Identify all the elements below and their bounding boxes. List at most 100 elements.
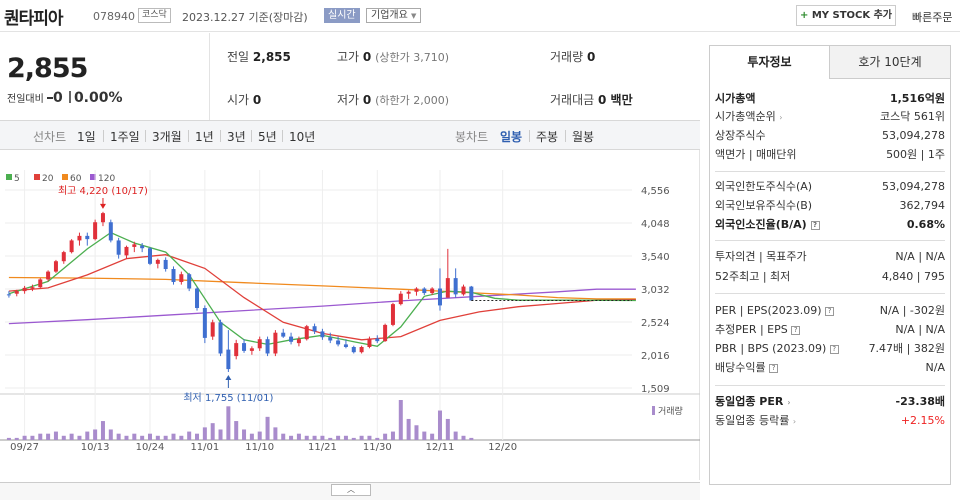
volume-bar	[234, 421, 239, 440]
candle-monthly[interactable]: 월봉	[572, 130, 595, 144]
volume-bar	[163, 435, 168, 440]
company-overview-dropdown[interactable]: 기업개요 ▼	[366, 8, 422, 23]
volume-bar	[273, 427, 278, 440]
info-row: PBR | BPS (2023.09) ? 7.47배 | 382원	[715, 340, 945, 358]
foreign-hold-label: 외국인보유주식수(B)	[715, 199, 813, 212]
amount-value: 0 백만	[598, 93, 633, 107]
prev-close-label: 전일	[227, 50, 250, 64]
x-tick-label: 11/30	[363, 442, 392, 453]
volume-bar	[398, 400, 403, 440]
candle-body	[249, 348, 254, 351]
chart-period-bar: 선차트 1일 1주일 3개월 1년 3년 5년 10년 봉차트 일봉 주봉 월봉	[0, 120, 700, 150]
divider	[565, 130, 566, 142]
add-my-stock-button[interactable]: + MY STOCK 추가	[796, 5, 896, 26]
period-10y[interactable]: 10년	[289, 130, 316, 144]
change-rate: 0.00%	[73, 90, 123, 106]
candle-body	[30, 287, 35, 289]
candle-body	[195, 288, 200, 309]
stock-header: 퀀타피아 078940 코스닥 2023.12.27 기준(장마감) 실시간 기…	[0, 0, 960, 32]
volume-bar	[124, 435, 129, 440]
foreign-ratio-value: 0.68%	[906, 218, 945, 231]
chevron-right-icon: ›	[787, 398, 791, 407]
line-chart-label: 선차트	[33, 130, 67, 144]
candle-body	[210, 322, 215, 337]
help-icon[interactable]: ?	[769, 364, 779, 373]
volume-bar	[46, 433, 51, 440]
info-row: 액면가 | 매매단위 500원 | 1주	[715, 146, 945, 164]
candle-body	[61, 252, 66, 262]
period-1y[interactable]: 1년	[195, 130, 214, 144]
volume-bar	[406, 418, 411, 440]
current-price: 2,855	[7, 53, 88, 84]
candle-daily[interactable]: 일봉	[500, 130, 523, 144]
help-icon[interactable]: ?	[825, 307, 835, 316]
company-overview-label: 기업개요	[371, 10, 408, 21]
info-row: 투자의견 | 목표주가 N/A | N/A	[715, 248, 945, 266]
candle-body	[265, 339, 270, 354]
divider	[282, 130, 283, 142]
tab-hoga-10[interactable]: 호가 10단계	[830, 46, 950, 79]
divider	[715, 293, 945, 294]
help-icon[interactable]: ?	[810, 221, 820, 230]
volume-bar	[108, 429, 113, 440]
volume-bar	[187, 431, 192, 440]
candle-body	[453, 278, 458, 295]
period-3m[interactable]: 3개월	[152, 130, 182, 144]
volume-bar	[265, 416, 270, 440]
info-row: 동일업종 PER › -23.38배	[715, 393, 945, 411]
candle-weekly[interactable]: 주봉	[536, 130, 559, 144]
volume-bar	[328, 437, 333, 440]
foreign-limit-label: 외국인한도주식수(A)	[715, 180, 813, 193]
quick-order-link[interactable]: 빠른주문	[912, 11, 953, 24]
volume-value: 0	[586, 50, 596, 64]
period-1d[interactable]: 1일	[77, 130, 96, 144]
face-value-label: 액면가 | 매매단위	[715, 148, 797, 161]
volume-bar	[461, 435, 466, 440]
x-tick-label: 11/01	[190, 442, 219, 453]
info-row: 시가총액순위 › 코스닥 561위	[715, 108, 945, 126]
low-label: 저가	[337, 93, 360, 107]
volume-bar	[390, 431, 395, 440]
volume-bar	[147, 433, 152, 440]
flat-icon	[68, 91, 71, 103]
candle-body	[46, 271, 51, 280]
min-arrow-head	[225, 375, 232, 381]
volume-bar	[30, 435, 35, 440]
est-per-value: N/A | N/A	[895, 323, 945, 336]
candle-body	[53, 261, 58, 272]
help-icon[interactable]: ?	[829, 345, 839, 354]
candle-body	[179, 274, 184, 283]
chevron-right-icon: ›	[792, 417, 797, 426]
candle-body	[77, 235, 82, 241]
high-price: 고가 0 (상한가 3,710)	[337, 48, 449, 65]
volume-bar	[375, 437, 380, 440]
volume-bar	[14, 437, 19, 440]
ma-line-120	[8, 288, 636, 325]
volume-bar	[195, 433, 200, 440]
dividend-value: N/A	[925, 361, 945, 374]
volume-bar	[116, 433, 121, 440]
volume-bar	[155, 435, 160, 440]
y-tick-label: 2,016	[641, 351, 670, 362]
volume-bar	[320, 435, 325, 440]
plus-icon: +	[799, 10, 809, 21]
help-icon[interactable]: ?	[791, 326, 801, 335]
period-1w[interactable]: 1주일	[110, 130, 140, 144]
volume-bar	[85, 431, 90, 440]
tab-investment-info[interactable]: 투자정보	[710, 46, 830, 79]
collapse-toggle-button[interactable]: ︿	[331, 484, 371, 496]
volume-bar	[38, 433, 43, 440]
period-3y[interactable]: 3년	[227, 130, 246, 144]
period-5y[interactable]: 5년	[258, 130, 277, 144]
candle-body	[422, 288, 427, 294]
flat-icon	[47, 97, 53, 99]
week52-value: 4,840 | 795	[881, 270, 945, 283]
volume-bar	[257, 431, 262, 440]
divider	[715, 385, 945, 386]
volume-bar	[422, 431, 427, 440]
divider	[220, 130, 221, 142]
volume-bar	[367, 435, 372, 440]
sector-rate-label: 동일업종 등락률	[715, 414, 790, 427]
realtime-button[interactable]: 실시간	[324, 8, 360, 23]
volume-bar	[53, 431, 58, 440]
